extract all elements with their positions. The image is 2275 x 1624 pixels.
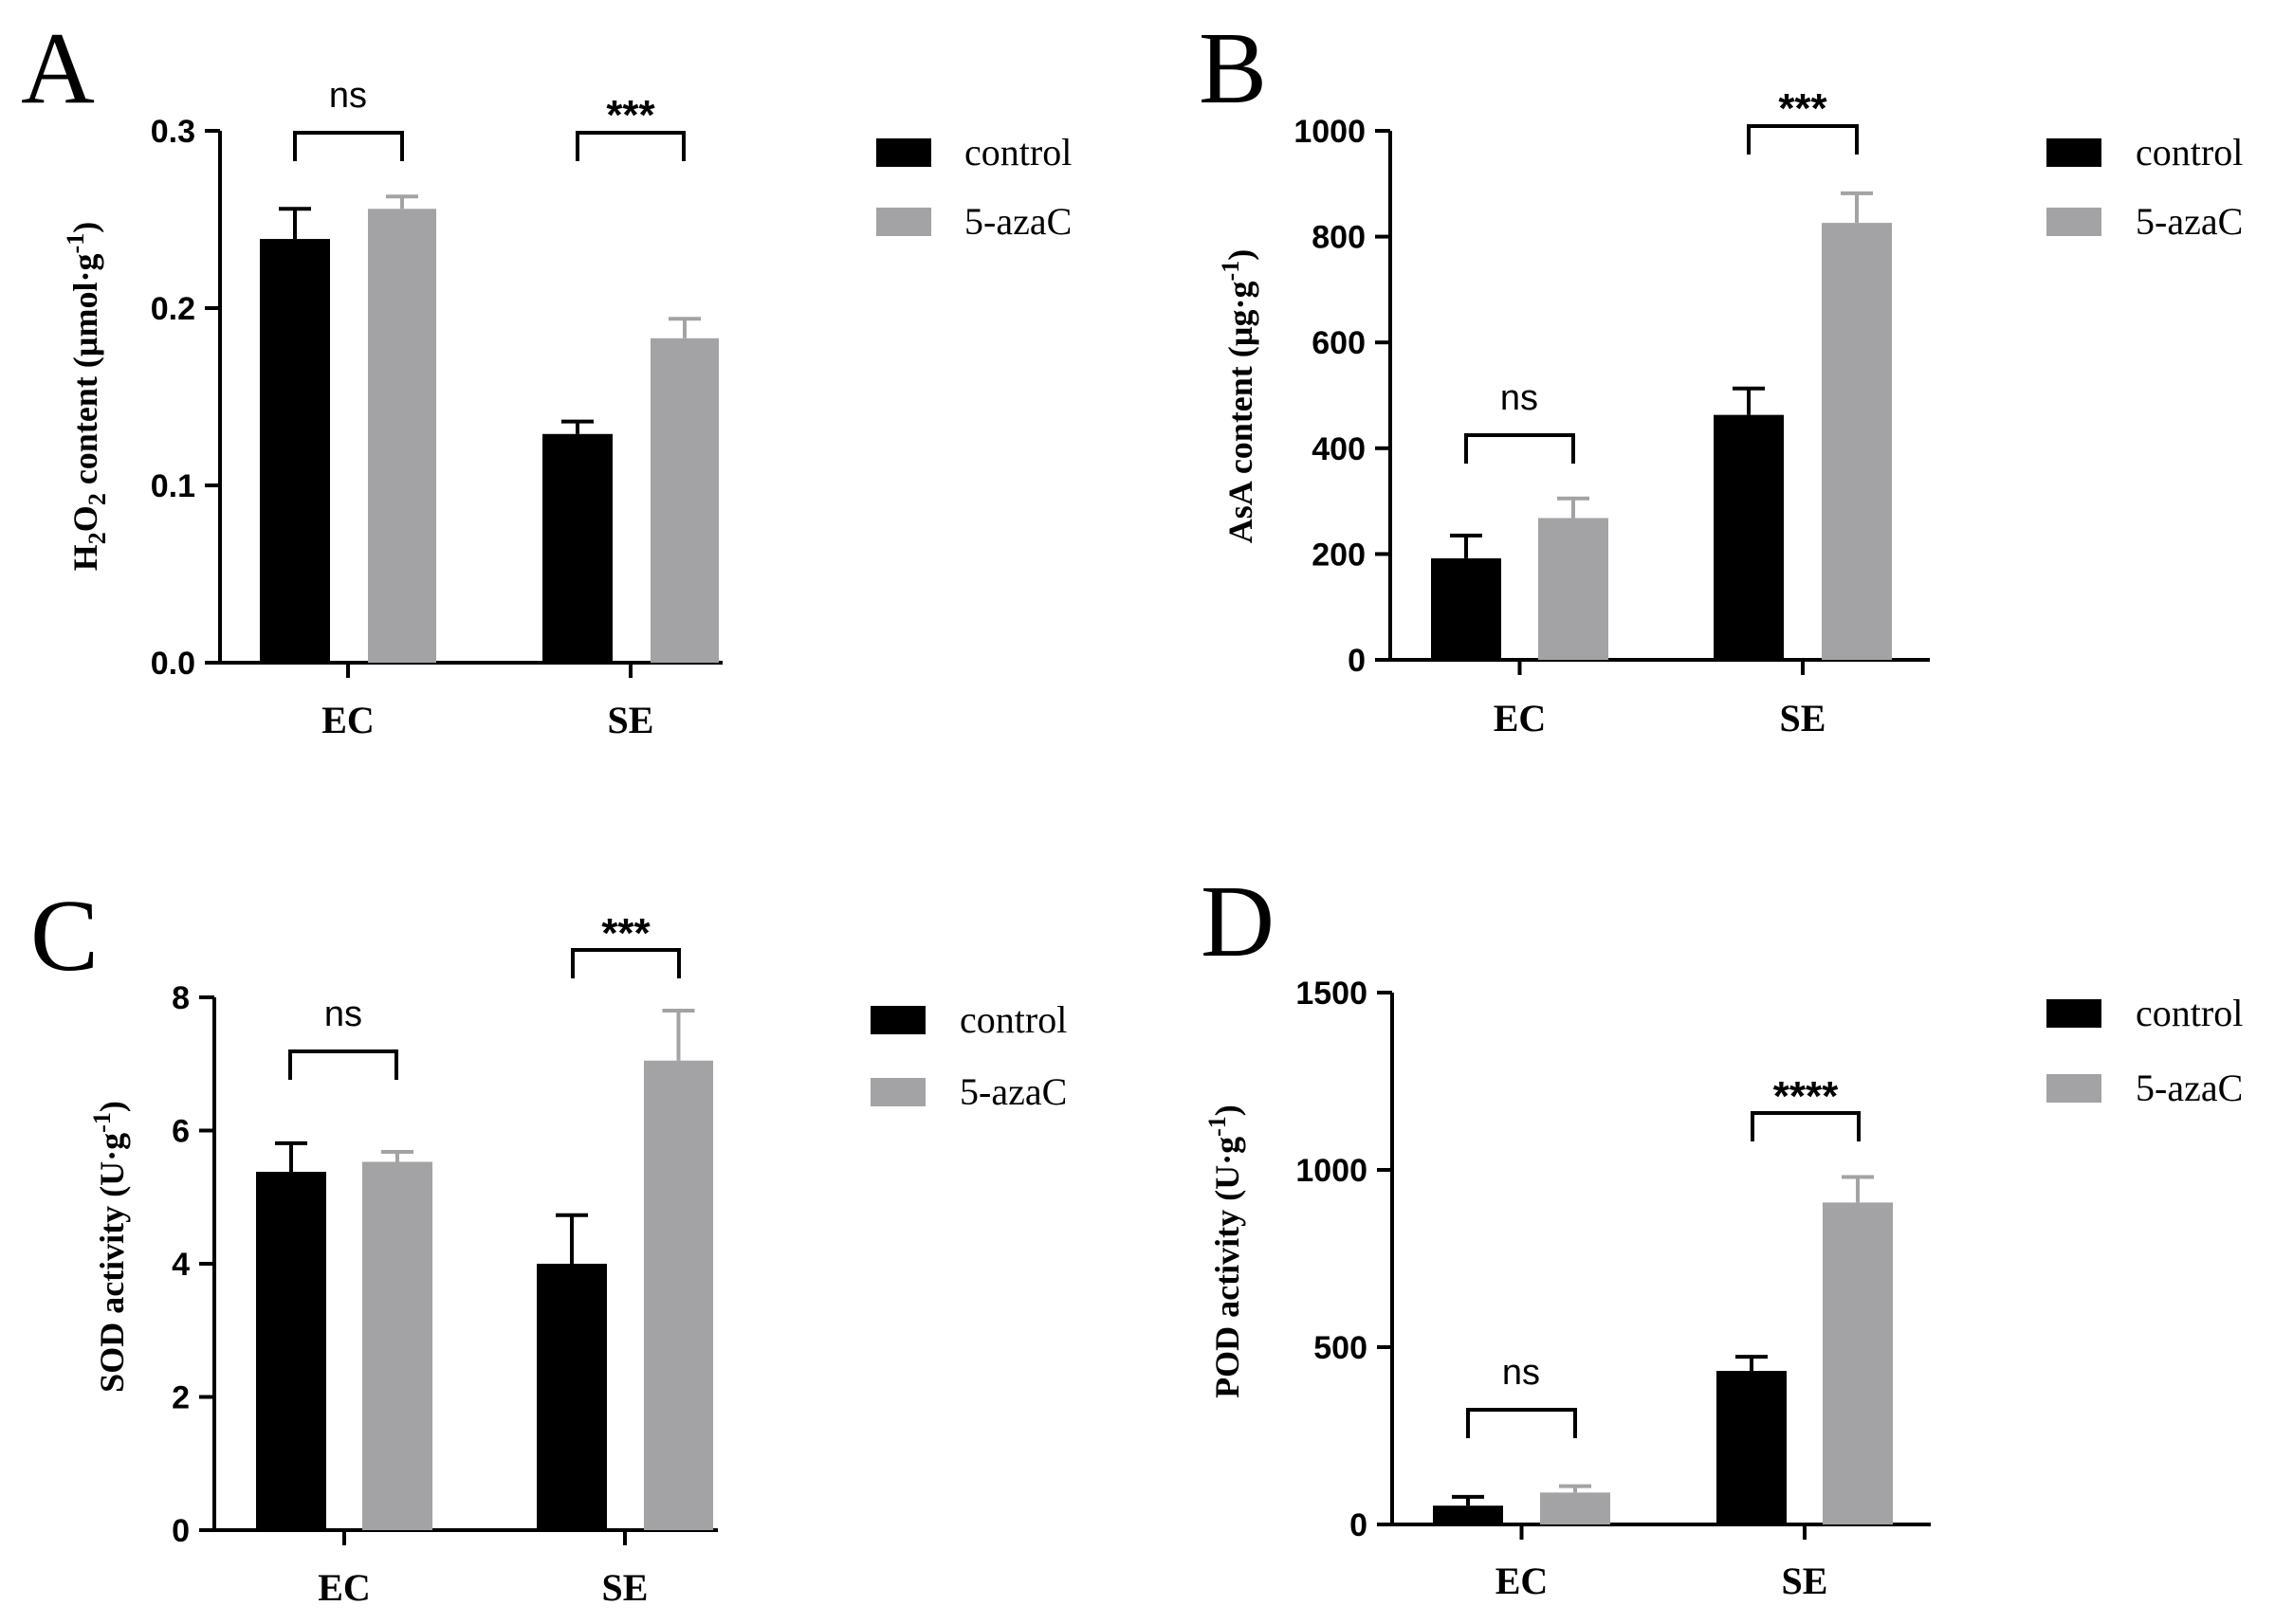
panel-c: C 0 2 4 6 8 EC SE ns *** SOD activity (U·g-1) contr… <box>30 880 1067 1609</box>
y-tick-label: 0.3 <box>151 114 195 150</box>
bar-ec-control <box>256 1172 326 1530</box>
legend-label-azac: 5-azaC <box>2136 1067 2243 1109</box>
panel-letter: B <box>1199 12 1267 125</box>
y-tick-label: 2 <box>172 1380 190 1416</box>
y-axis-label: AsA content (µg·g-1) <box>1217 249 1259 543</box>
x-tick-label: SE <box>608 699 654 741</box>
y-tick-label: 200 <box>1312 537 1366 573</box>
significance-label: ns <box>1500 378 1538 418</box>
y-tick-label: 6 <box>172 1114 190 1150</box>
x-tick-label: EC <box>318 1566 371 1609</box>
significance-label: *** <box>1778 85 1827 132</box>
y-tick-label: 0 <box>172 1513 190 1549</box>
legend-swatch-control <box>2046 999 2101 1028</box>
legend: control 5-azaC <box>876 131 1072 243</box>
significance-bracket <box>288 1049 398 1080</box>
y-tick-label: 0.1 <box>151 468 195 504</box>
y-tick-label: 1000 <box>1295 1153 1367 1189</box>
significance-bracket <box>293 131 404 161</box>
legend-label-azac: 5-azaC <box>2136 200 2243 243</box>
bar-se-control <box>542 433 613 663</box>
x-tick-label: SE <box>602 1566 649 1609</box>
legend-label-control: control <box>960 998 1067 1041</box>
bar-ec-azac <box>1540 1492 1610 1524</box>
significance-label: ns <box>1502 1353 1540 1393</box>
legend-swatch-azac <box>2046 1074 2101 1103</box>
legend-label-control: control <box>2136 131 2243 173</box>
panel-letter: C <box>30 880 99 993</box>
legend-label-control: control <box>2136 992 2243 1034</box>
legend: control 5-azaC <box>871 998 1067 1113</box>
panel-d: D 0 500 1000 1500 EC SE ns **** POD activity (U·g… <box>1201 866 2243 1602</box>
bar-se-azac <box>651 338 719 663</box>
y-axis-label: POD activity (U·g-1) <box>1203 1104 1246 1398</box>
y-tick-label: 4 <box>172 1247 190 1283</box>
significance-label: *** <box>606 92 655 138</box>
significance-bracket <box>1466 1408 1577 1438</box>
significance-label: ns <box>324 994 362 1034</box>
legend-label-control: control <box>964 131 1072 173</box>
legend-swatch-azac <box>876 208 931 236</box>
significance-bracket <box>1751 1111 1861 1141</box>
legend-swatch-control <box>871 1006 926 1034</box>
bar-se-azac <box>1822 223 1892 661</box>
panel-a: A 0.0 0.1 0.2 0.3 EC SE ns *** H2O2 content (µmol… <box>21 12 1072 741</box>
bar-ec-control <box>1431 557 1501 660</box>
legend-swatch-control <box>876 138 931 167</box>
y-tick-label: 500 <box>1313 1330 1367 1366</box>
y-tick-label: 0 <box>1349 1507 1367 1543</box>
y-tick-label: 0.0 <box>151 646 195 682</box>
y-axis-label: SOD activity (U·g-1) <box>88 1101 131 1393</box>
legend-swatch-azac <box>871 1078 926 1106</box>
panel-letter: D <box>1201 866 1275 978</box>
bar-ec-control <box>1433 1505 1503 1524</box>
bar-se-control <box>537 1264 607 1530</box>
significance-bracket <box>571 948 681 978</box>
panel-b: B 0 200 400 600 800 1000 EC SE ns *** AsA content (… <box>1199 12 2243 739</box>
y-tick-label: 0 <box>1348 643 1366 679</box>
legend-swatch-control <box>2046 138 2101 167</box>
y-tick-label: 0.2 <box>151 291 195 327</box>
significance-bracket <box>1747 124 1859 155</box>
bar-se-azac <box>644 1060 713 1530</box>
x-tick-label: EC <box>321 699 375 741</box>
significance-bracket <box>576 131 686 161</box>
significance-label: ns <box>329 76 367 116</box>
x-tick-label: SE <box>1780 697 1826 739</box>
significance-label: **** <box>1773 1073 1839 1120</box>
bar-ec-azac <box>1538 518 1608 660</box>
significance-label: *** <box>601 910 651 957</box>
y-tick-label: 600 <box>1312 325 1366 361</box>
legend-swatch-azac <box>2046 208 2101 236</box>
y-axis-label: H2O2 content (µmol·g-1) <box>62 222 111 571</box>
x-tick-label: SE <box>1782 1560 1828 1602</box>
panel-letter: A <box>21 12 95 125</box>
bar-ec-control <box>260 239 330 663</box>
legend-label-azac: 5-azaC <box>960 1070 1067 1113</box>
bar-ec-azac <box>362 1161 432 1530</box>
legend-label-azac: 5-azaC <box>964 200 1072 243</box>
y-tick-label: 800 <box>1312 220 1366 256</box>
y-tick-label: 1500 <box>1295 976 1367 1012</box>
x-tick-label: EC <box>1495 1560 1549 1602</box>
bar-se-azac <box>1823 1202 1893 1524</box>
bar-se-control <box>1716 1371 1787 1524</box>
y-tick-label: 1000 <box>1293 114 1366 150</box>
y-tick-label: 400 <box>1312 431 1366 467</box>
legend: control 5-azaC <box>2046 992 2243 1109</box>
legend: control 5-azaC <box>2046 131 2243 243</box>
x-tick-label: EC <box>1494 697 1547 739</box>
significance-bracket <box>1464 433 1575 464</box>
bar-se-control <box>1714 414 1784 660</box>
y-tick-label: 8 <box>172 980 190 1016</box>
bar-ec-azac <box>368 209 436 663</box>
